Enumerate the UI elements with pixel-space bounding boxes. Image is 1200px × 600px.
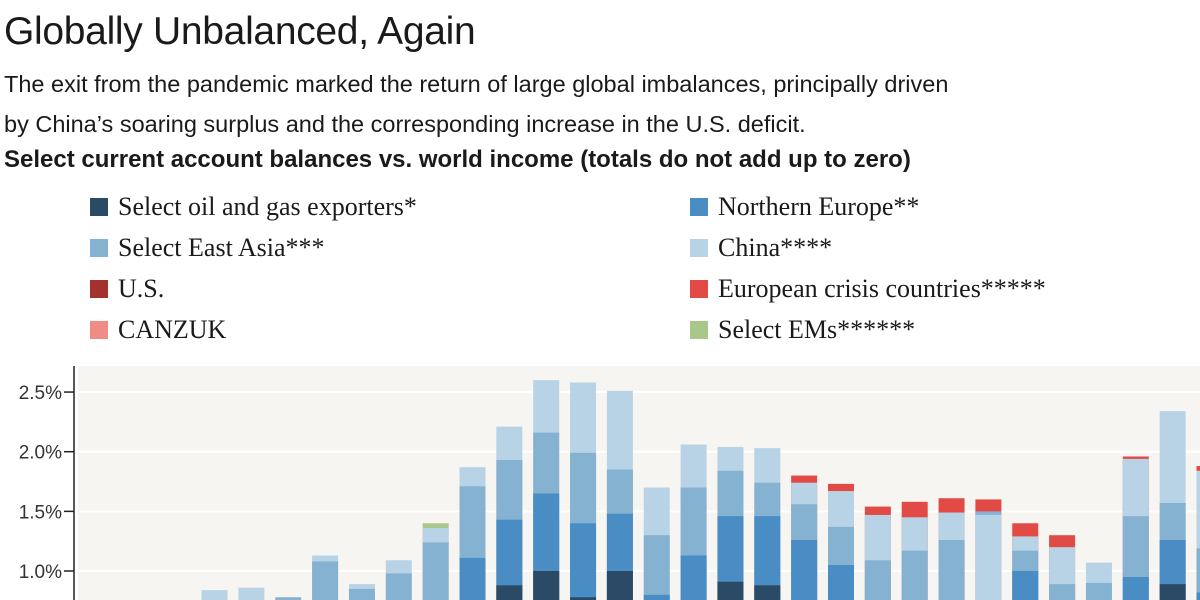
legend-item: European crisis countries***** <box>690 274 1046 304</box>
bar-segment <box>901 550 928 600</box>
legend-swatch <box>90 321 108 339</box>
bar-segment <box>459 557 486 600</box>
chart-heading: Select current account balances vs. worl… <box>4 146 911 173</box>
bar-segment <box>606 571 633 600</box>
bar-segment <box>1159 584 1186 600</box>
bar-segment <box>496 585 523 600</box>
page-title: Globally Unbalanced, Again <box>4 10 476 53</box>
bar-segment <box>975 514 1002 600</box>
bar-segment <box>1196 470 1200 600</box>
bar-segment <box>238 587 265 600</box>
legend-swatch <box>690 280 708 298</box>
bar-segment <box>1049 584 1076 600</box>
legend-item: Select East Asia*** <box>90 233 325 263</box>
bar-segment <box>1085 582 1112 600</box>
subtitle-line-1: The exit from the pandemic marked the re… <box>4 71 949 97</box>
y-tick-label: 2.0% <box>19 443 62 464</box>
legend-swatch <box>90 280 108 298</box>
bar-segment <box>1122 576 1149 600</box>
y-tick-label: 1.0% <box>19 562 62 583</box>
legend-swatch <box>690 239 708 257</box>
bar-segment <box>1012 571 1039 600</box>
legend-label: Select oil and gas exporters* <box>118 192 417 221</box>
y-tick-label: 2.5% <box>19 383 62 404</box>
bar-segment <box>938 539 965 600</box>
bar-segment <box>864 560 891 600</box>
page-subtitle: The exit from the pandemic marked the re… <box>4 64 1200 144</box>
legend-item: CANZUK <box>90 315 226 345</box>
bar-segment <box>717 581 744 600</box>
legend-item: U.S. <box>90 274 164 304</box>
bar-segment <box>385 573 412 600</box>
bar-segment <box>570 523 597 600</box>
legend-swatch <box>690 198 708 216</box>
legend-swatch <box>690 321 708 339</box>
bar-segment <box>643 535 670 600</box>
legend-swatch <box>90 239 108 257</box>
bar-segment <box>828 565 854 600</box>
bar-segment <box>570 597 597 600</box>
legend-item: Northern Europe** <box>690 192 919 222</box>
bar-segment <box>643 594 670 600</box>
legend-label: European crisis countries***** <box>718 274 1046 303</box>
y-tick-label: 1.5% <box>19 502 62 523</box>
chart-legend: Select oil and gas exporters* Northern Eu… <box>90 192 1200 352</box>
bar-segment <box>791 539 818 600</box>
legend-label: China**** <box>718 233 833 262</box>
legend-label: CANZUK <box>118 315 227 344</box>
legend-label: Select East Asia*** <box>118 233 325 262</box>
subtitle-line-2: by China’s soaring surplus and the corre… <box>4 111 806 137</box>
legend-label: Select EMs****** <box>718 315 916 344</box>
bar-segment <box>1196 592 1200 600</box>
legend-label: U.S. <box>118 274 165 303</box>
legend-item: Select EMs****** <box>690 315 915 345</box>
bar-chart: 1.0% 1.5% 2.0% 2.5% <box>19 366 1200 600</box>
chart-plot-area: 1.0% 1.5% 2.0% 2.5% <box>0 366 1200 600</box>
legend-item: Select oil and gas exporters* <box>90 192 417 222</box>
bar-segment <box>680 555 707 600</box>
bar-segment <box>1196 548 1200 600</box>
bar-segment <box>754 585 781 600</box>
legend-label: Northern Europe** <box>718 192 920 221</box>
bar-segment <box>422 542 449 600</box>
bar-segment <box>275 597 302 600</box>
bar-segment <box>312 561 339 600</box>
bar-segment <box>348 588 375 600</box>
legend-swatch <box>90 198 108 216</box>
bar-segment <box>533 571 560 600</box>
legend-item: China**** <box>690 233 832 263</box>
bar-segment <box>201 590 228 600</box>
